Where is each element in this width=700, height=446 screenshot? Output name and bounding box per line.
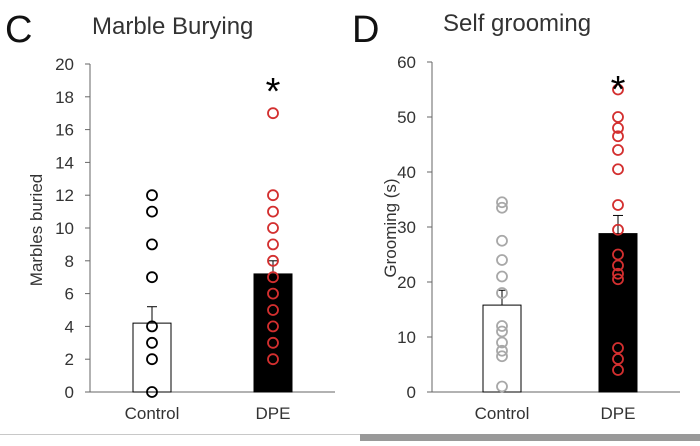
panel-d-title: Self grooming: [443, 10, 591, 37]
panel-c-y-tick-label: 14: [55, 153, 74, 172]
panel-d-data-point-control: [496, 234, 508, 247]
panel-d-y-tick-label: 10: [397, 328, 416, 347]
panel-d-letter: D: [352, 9, 379, 51]
panel-d-data-point-dpe: [612, 223, 624, 236]
panel-d-y-tick-label: 50: [397, 108, 416, 127]
panel-d-bar-control: [482, 304, 522, 393]
panel-c-data-point-control: [146, 386, 158, 398]
panel-c-x-tick-label-dpe: DPE: [256, 404, 291, 423]
panel-c-data-point-control: [146, 271, 158, 284]
panel-d-y-tick-label: 60: [397, 53, 416, 72]
panel-c-bar-dpe: [253, 273, 293, 393]
panel-d-data-point-dpe: [612, 353, 624, 365]
panel-c-data-point-control: [146, 205, 158, 218]
panel-c-data-point-dpe: [267, 353, 279, 366]
panel-c-significance-star: *: [266, 71, 281, 113]
panel-d-y-tick-label: 0: [407, 383, 416, 402]
panel-c-y-tick-label: 18: [55, 88, 74, 107]
panel-c-data-point-dpe: [267, 304, 279, 316]
panel-c-data-point-control: [146, 189, 158, 202]
panel-d-y-axis-label: Grooming (s): [381, 178, 400, 277]
panel-d-data-point-dpe: [612, 144, 624, 156]
panel-c-title: Marble Burying: [92, 13, 253, 40]
panel-c-data-point-dpe: [267, 189, 279, 202]
panel-c-y-tick-label: 16: [55, 121, 74, 140]
panel-c-data-point-control: [146, 353, 158, 366]
panel-d-data-point-dpe: [612, 342, 624, 354]
panel-c-letter: C: [5, 9, 32, 51]
panel-d-data-point-dpe: [612, 111, 624, 123]
panel-d-x-tick-label-control: Control: [475, 404, 530, 423]
panel-c-y-tick-label: 12: [55, 186, 74, 205]
panel-d-data-point-control: [496, 196, 508, 209]
panel-c-y-tick-label: 20: [55, 55, 74, 74]
panel-d-data-point-control: [496, 320, 508, 332]
panel-c-y-tick-label: 8: [65, 252, 74, 271]
panel-d-bar-dpe: [598, 233, 638, 393]
panel-d-data-point-dpe: [612, 273, 624, 286]
panel-d-data-point-dpe: [612, 163, 624, 176]
panel-d-data-point-dpe: [612, 122, 624, 134]
panel-c-data-point-dpe: [267, 222, 279, 234]
panel-c-data-point-control: [146, 238, 158, 251]
bottom-scrollbar: [360, 434, 700, 441]
panel-c-data-point-dpe: [267, 238, 279, 251]
panel-c-y-tick-label: 10: [55, 219, 74, 238]
panel-c-data-point-dpe: [267, 271, 279, 284]
panel-d-data-point-control: [496, 344, 508, 357]
panel-d-data-point-control: [496, 380, 508, 393]
panel-d-x-tick-label-dpe: DPE: [601, 404, 636, 423]
panel-c-y-tick-label: 6: [65, 285, 74, 304]
panel-d-data-point-dpe: [612, 267, 624, 280]
panel-d-y-tick-label: 20: [397, 273, 416, 292]
panel-d-data-point-dpe: [612, 259, 624, 272]
panel-d-data-point-dpe: [612, 199, 624, 211]
panel-d-data-point-control: [496, 325, 508, 338]
panel-d-significance-star: *: [611, 69, 626, 111]
panel-c-y-tick-label: 2: [65, 350, 74, 369]
panel-c-x-tick-label-control: Control: [125, 404, 180, 423]
panel-c-data-point-dpe: [267, 254, 279, 267]
panel-d-data-point-control: [496, 350, 508, 363]
panel-d-data-point-control: [496, 336, 508, 349]
panel-c-data-point-control: [146, 336, 158, 349]
panel-c-data-point-dpe: [267, 287, 279, 300]
panel-c-y-tick-label: 4: [65, 317, 74, 336]
panel-c-data-point-dpe: [267, 205, 279, 218]
panel-c-y-tick-label: 0: [65, 383, 74, 402]
panel-d-data-point-control: [496, 270, 508, 283]
panel-c-bar-control: [132, 322, 172, 393]
panel-d-data-point-dpe: [612, 248, 624, 261]
panel-c-data-point-dpe: [267, 107, 279, 120]
bottom-divider: [0, 434, 360, 435]
panel-d-data-point-control: [496, 287, 508, 299]
panel-d-data-point-dpe: [612, 83, 624, 96]
panel-d-data-point-control: [496, 201, 508, 214]
panel-d-data-point-dpe: [612, 364, 624, 376]
panel-d-data-point-control: [496, 254, 508, 266]
panel-c-data-point-dpe: [267, 336, 279, 349]
panel-c-y-axis-label: Marbles buried: [27, 174, 46, 286]
panel-c-data-point-dpe: [267, 320, 279, 333]
panel-c-data-point-control: [146, 320, 158, 333]
panel-d-y-tick-label: 30: [397, 218, 416, 237]
panel-d-data-point-dpe: [612, 130, 624, 143]
panel-d-y-tick-label: 40: [397, 163, 416, 182]
